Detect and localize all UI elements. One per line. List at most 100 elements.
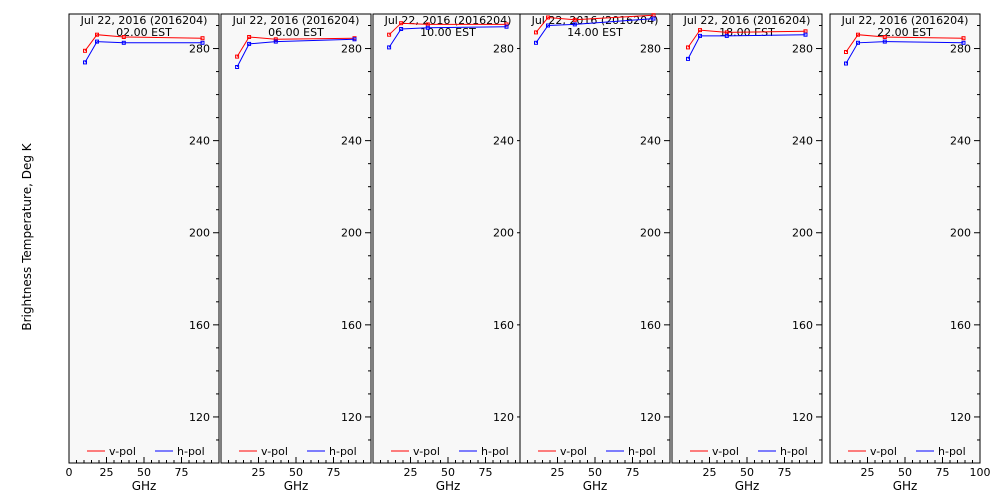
x-tick-label: 75 <box>626 466 640 479</box>
x-axis-label: GHz <box>735 479 760 493</box>
y-tick-label: 240 <box>792 135 813 148</box>
legend-label-v-pol: v-pol <box>413 445 440 458</box>
y-tick-label: 240 <box>640 135 661 148</box>
data-point-h-pol <box>803 32 808 37</box>
x-tick-label: 25 <box>100 466 114 479</box>
y-tick-label: 200 <box>189 227 210 240</box>
x-tick-label: 75 <box>479 466 493 479</box>
data-point-v-pol <box>247 35 252 39</box>
data-point-v-pol <box>399 21 404 26</box>
data-point-v-pol <box>95 32 99 37</box>
series-line-v-pol <box>236 36 355 57</box>
data-point-v-pol <box>534 30 538 35</box>
y-tick-label: 200 <box>792 227 813 240</box>
series-line-v-pol <box>535 14 654 33</box>
panel-subtitle: 14.00 EST <box>567 26 623 39</box>
series-line-h-pol <box>535 18 654 44</box>
y-axis-label: Brightness Temperature, Deg K <box>20 142 34 330</box>
data-point-h-pol <box>504 24 509 29</box>
x-tick-label: 0 <box>66 466 73 479</box>
y-tick-label: 240 <box>189 135 210 148</box>
y-tick-label: 200 <box>341 227 362 240</box>
series-line-h-pol <box>388 26 507 48</box>
y-tick-label: 280 <box>950 43 971 56</box>
panel-frame <box>671 13 823 464</box>
data-point-h-pol <box>235 65 240 69</box>
x-tick-label: 75 <box>327 466 341 479</box>
y-tick-label: 160 <box>493 319 514 332</box>
data-point-h-pol <box>961 40 966 45</box>
panel-6: Jul 22, 2016 (2016204)22.00 EST 120 160 200… <box>829 13 991 493</box>
y-tick-label: 240 <box>493 135 514 148</box>
x-tick-label: 25 <box>861 466 875 479</box>
legend-label-h-pol: h-pol <box>177 445 205 458</box>
data-point-h-pol <box>273 39 278 44</box>
y-tick-label: 160 <box>792 319 813 332</box>
data-point-h-pol <box>425 25 430 30</box>
y-tick-label: 160 <box>189 319 210 332</box>
panel-3: Jul 22, 2016 (2016204)10.00 EST120160200… <box>372 13 524 493</box>
data-point-h-pol <box>651 16 656 21</box>
x-tick-label: 25 <box>551 466 565 479</box>
data-point-h-pol <box>856 40 860 45</box>
x-axis-label: GHz <box>284 479 309 493</box>
x-tick-label: 50 <box>740 466 754 479</box>
data-point-h-pol <box>534 40 538 45</box>
legend-label-v-pol: v-pol <box>109 445 136 458</box>
panel-frame <box>829 13 981 464</box>
y-tick-label: 200 <box>493 227 514 240</box>
x-tick-label: 50 <box>289 466 303 479</box>
data-point-v-pol <box>83 48 87 53</box>
x-axis-label: GHz <box>583 479 608 493</box>
y-tick-label: 120 <box>640 411 661 424</box>
data-point-v-pol <box>235 54 240 59</box>
panel-4: Jul 22, 2016 (2016204)14.00 EST120160200… <box>519 13 671 493</box>
x-axis-label: GHz <box>436 479 461 493</box>
x-tick-label: 50 <box>588 466 602 479</box>
legend-label-h-pol: h-pol <box>481 445 509 458</box>
panel-subtitle: 10.00 EST <box>420 26 476 39</box>
data-point-h-pol <box>247 41 252 46</box>
x-tick-label: 75 <box>936 466 950 479</box>
x-axis-label: GHz <box>132 479 157 493</box>
data-point-v-pol <box>121 35 126 39</box>
panel-2: Jul 22, 2016 (2016204)06.00 EST 120 160 200… <box>220 13 372 493</box>
data-point-v-pol <box>882 35 887 39</box>
y-tick-label: 280 <box>493 43 514 56</box>
panel-frame <box>68 13 220 464</box>
data-point-h-pol <box>546 23 550 28</box>
y-tick-label: 240 <box>950 135 971 148</box>
x-tick-label: 50 <box>898 466 912 479</box>
data-point-v-pol <box>686 45 690 50</box>
x-tick-label: 100 <box>970 466 991 479</box>
data-point-v-pol <box>856 32 860 37</box>
panel-title: Jul 22, 2016 (2016204) <box>841 14 969 27</box>
series-line-v-pol <box>687 29 806 48</box>
x-tick-label: 75 <box>778 466 792 479</box>
data-point-v-pol <box>698 28 702 33</box>
legend-label-h-pol: h-pol <box>780 445 808 458</box>
data-point-h-pol <box>83 60 87 65</box>
series-line-h-pol <box>845 41 964 64</box>
legend-label-v-pol: v-pol <box>261 445 288 458</box>
data-point-v-pol <box>844 50 848 54</box>
x-tick-label: 25 <box>404 466 418 479</box>
data-point-h-pol <box>698 33 702 38</box>
y-tick-label: 200 <box>640 227 661 240</box>
y-tick-label: 280 <box>792 43 813 56</box>
y-tick-label: 120 <box>189 411 210 424</box>
y-tick-label: 160 <box>640 319 661 332</box>
panel-1: Jul 22, 2016 (2016204)02.00 EST 120 160 200… <box>66 13 220 493</box>
legend-label-h-pol: h-pol <box>938 445 966 458</box>
legend-label-v-pol: v-pol <box>870 445 897 458</box>
data-point-h-pol <box>399 27 404 31</box>
data-point-h-pol <box>121 40 126 45</box>
data-point-v-pol <box>273 37 278 42</box>
data-point-h-pol <box>387 45 392 50</box>
data-point-h-pol <box>686 56 690 61</box>
data-point-h-pol <box>95 39 99 44</box>
series-line-v-pol <box>845 34 964 53</box>
x-tick-label: 50 <box>441 466 455 479</box>
panel-5: Jul 22, 2016 (2016204)18.00 EST120160200… <box>671 13 823 493</box>
series-line-h-pol <box>84 41 203 63</box>
